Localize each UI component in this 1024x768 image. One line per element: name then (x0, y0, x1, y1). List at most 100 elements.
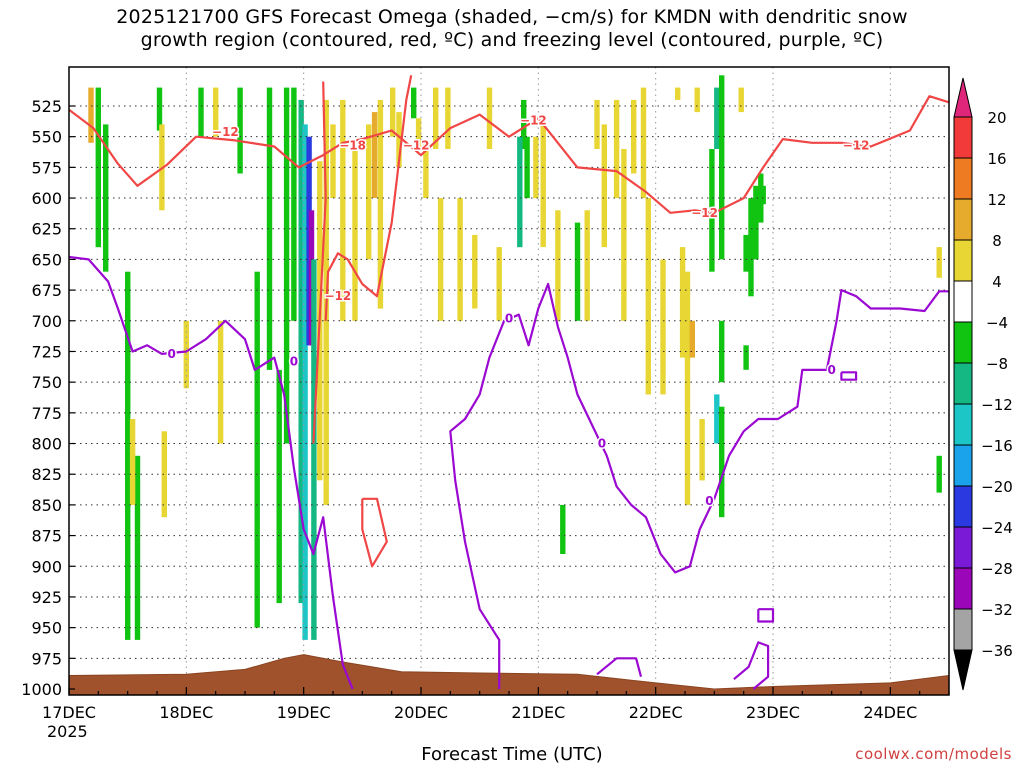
freezing-level-contour-loop (757, 608, 775, 623)
colorbar-label: 8 (992, 232, 1002, 250)
omega-region (760, 185, 766, 205)
x-tick-sublabel: 2025 (47, 722, 88, 741)
y-tick-label: 800 (31, 435, 62, 454)
colorbar-bottom-arrow (953, 649, 973, 691)
freezing-level-contour-main (69, 255, 354, 690)
omega-region (377, 99, 384, 309)
omega-region (748, 198, 754, 297)
omega-region (699, 419, 705, 481)
y-tick-label: 600 (31, 189, 62, 208)
omega-region (330, 124, 336, 198)
dendritic-contour-loop (361, 497, 388, 568)
dendritic-contour-label: −12 (691, 206, 718, 220)
freezing-level-label: 0 (168, 347, 176, 361)
omega-region (679, 247, 686, 358)
dendritic-contours (69, 75, 949, 568)
omega-region (125, 271, 131, 640)
freezing-level-contours (69, 255, 949, 690)
colorbar-label: −32 (981, 601, 1013, 619)
omega-region (533, 136, 539, 199)
omega-region (183, 320, 189, 389)
y-tick-label: 675 (31, 281, 62, 300)
y-tick-label: 625 (31, 220, 62, 239)
omega-region (738, 87, 744, 113)
chart-title-line-2: growth region (contoured, red, ºC) and f… (140, 29, 884, 51)
freezing-level-contour-loop (733, 641, 770, 690)
colorbar-segment (953, 157, 973, 200)
colorbar-label: 12 (987, 191, 1006, 209)
freezing-level-contour-second (449, 282, 949, 689)
y-axis: 525 550 575 600 625 650 675 700 725 750 775 800 825 8… (21, 97, 75, 699)
colorbar-label: −36 (981, 642, 1013, 660)
omega-region (254, 271, 260, 628)
dendritic-contour-label: −12 (403, 138, 430, 152)
colorbar-segment (953, 485, 973, 528)
freezing-level-label: 0 (828, 363, 836, 377)
omega-region (311, 259, 317, 640)
omega-region (237, 87, 243, 174)
omega-region (371, 112, 378, 198)
x-tick-label: 18DEC (159, 703, 213, 722)
omega-region (276, 369, 282, 604)
omega-region (601, 124, 607, 248)
y-tick-label: 700 (31, 312, 62, 331)
dendritic-contour-upper (69, 95, 949, 214)
dendritic-contour-lower (312, 81, 327, 444)
omega-shading-layer (88, 75, 942, 640)
colorbar-segment (953, 567, 973, 610)
colorbar-segment (953, 403, 973, 446)
terrain-layer (69, 654, 949, 695)
colorbar-segment (953, 608, 973, 651)
omega-region (689, 320, 695, 358)
contour-labels: −12 −18 −12 −12 −12 −12 −12 0 0 0 0 0 0 (166, 112, 871, 510)
freezing-level-label: 0 (505, 311, 513, 325)
x-tick-label: 19DEC (277, 703, 331, 722)
omega-region (496, 247, 502, 321)
omega-region (640, 87, 647, 199)
x-tick-label: 23DEC (746, 703, 800, 722)
omega-region (486, 87, 493, 149)
dendritic-contour-label: −12 (843, 138, 870, 152)
x-tick-label: 20DEC (394, 703, 448, 722)
omega-region (415, 118, 422, 149)
omega-region (584, 210, 590, 321)
omega-region (936, 247, 942, 278)
omega-region (684, 271, 691, 505)
terrain-surface (69, 654, 949, 695)
omega-region (423, 142, 429, 198)
omega-region (743, 345, 749, 370)
y-tick-label: 900 (31, 557, 62, 576)
y-tick-label: 550 (31, 128, 62, 147)
colorbar-label: −20 (981, 478, 1013, 496)
chart-title-line-1: 2025121700 GFS Forecast Omega (shaded, −… (116, 6, 908, 28)
y-tick-label: 1000 (21, 680, 62, 699)
y-tick-label: 525 (31, 97, 62, 116)
y-tick-label: 850 (31, 496, 62, 515)
colorbar-label: 20 (987, 109, 1006, 127)
omega-region (719, 320, 725, 383)
dendritic-contour-label: −12 (520, 114, 547, 128)
omega-region (660, 259, 666, 395)
omega-region (574, 222, 581, 321)
colorbar-label: −28 (981, 560, 1013, 578)
dendritic-contour-label: −12 (325, 289, 352, 303)
omega-region (621, 149, 627, 321)
dendritic-contour-inner (324, 75, 413, 321)
omega-region (161, 431, 167, 518)
omega-region (743, 234, 749, 272)
freezing-level-label: 0 (705, 494, 713, 508)
colorbar-segment (953, 116, 973, 159)
colorbar-segment (953, 526, 973, 569)
x-tick-label: 21DEC (511, 703, 565, 722)
colorbar-top-arrow (953, 77, 973, 118)
colorbar-segment (953, 239, 973, 282)
x-axis-title: Forecast Time (UTC) (421, 744, 603, 765)
omega-region (266, 87, 273, 370)
omega-region (594, 99, 600, 149)
omega-region (521, 99, 527, 149)
omega-region (719, 406, 725, 518)
colorbar-label: −8 (986, 355, 1008, 373)
credit-text: coolwx.com/models (855, 745, 1012, 763)
